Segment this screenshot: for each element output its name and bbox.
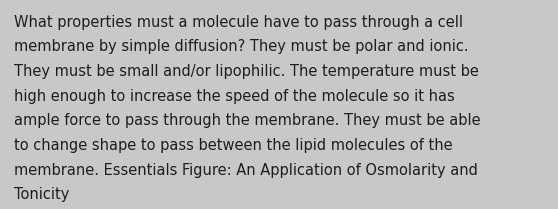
Text: membrane by simple diffusion? They must be polar and ionic.: membrane by simple diffusion? They must …	[14, 39, 469, 54]
Text: Tonicity: Tonicity	[14, 187, 69, 202]
Text: membrane. Essentials Figure: An Application of Osmolarity and: membrane. Essentials Figure: An Applicat…	[14, 163, 478, 178]
Text: high enough to increase the speed of the molecule so it has: high enough to increase the speed of the…	[14, 89, 455, 104]
Text: They must be small and/or lipophilic. The temperature must be: They must be small and/or lipophilic. Th…	[14, 64, 479, 79]
Text: What properties must a molecule have to pass through a cell: What properties must a molecule have to …	[14, 15, 463, 30]
Text: to change shape to pass between the lipid molecules of the: to change shape to pass between the lipi…	[14, 138, 453, 153]
Text: ample force to pass through the membrane. They must be able: ample force to pass through the membrane…	[14, 113, 480, 128]
